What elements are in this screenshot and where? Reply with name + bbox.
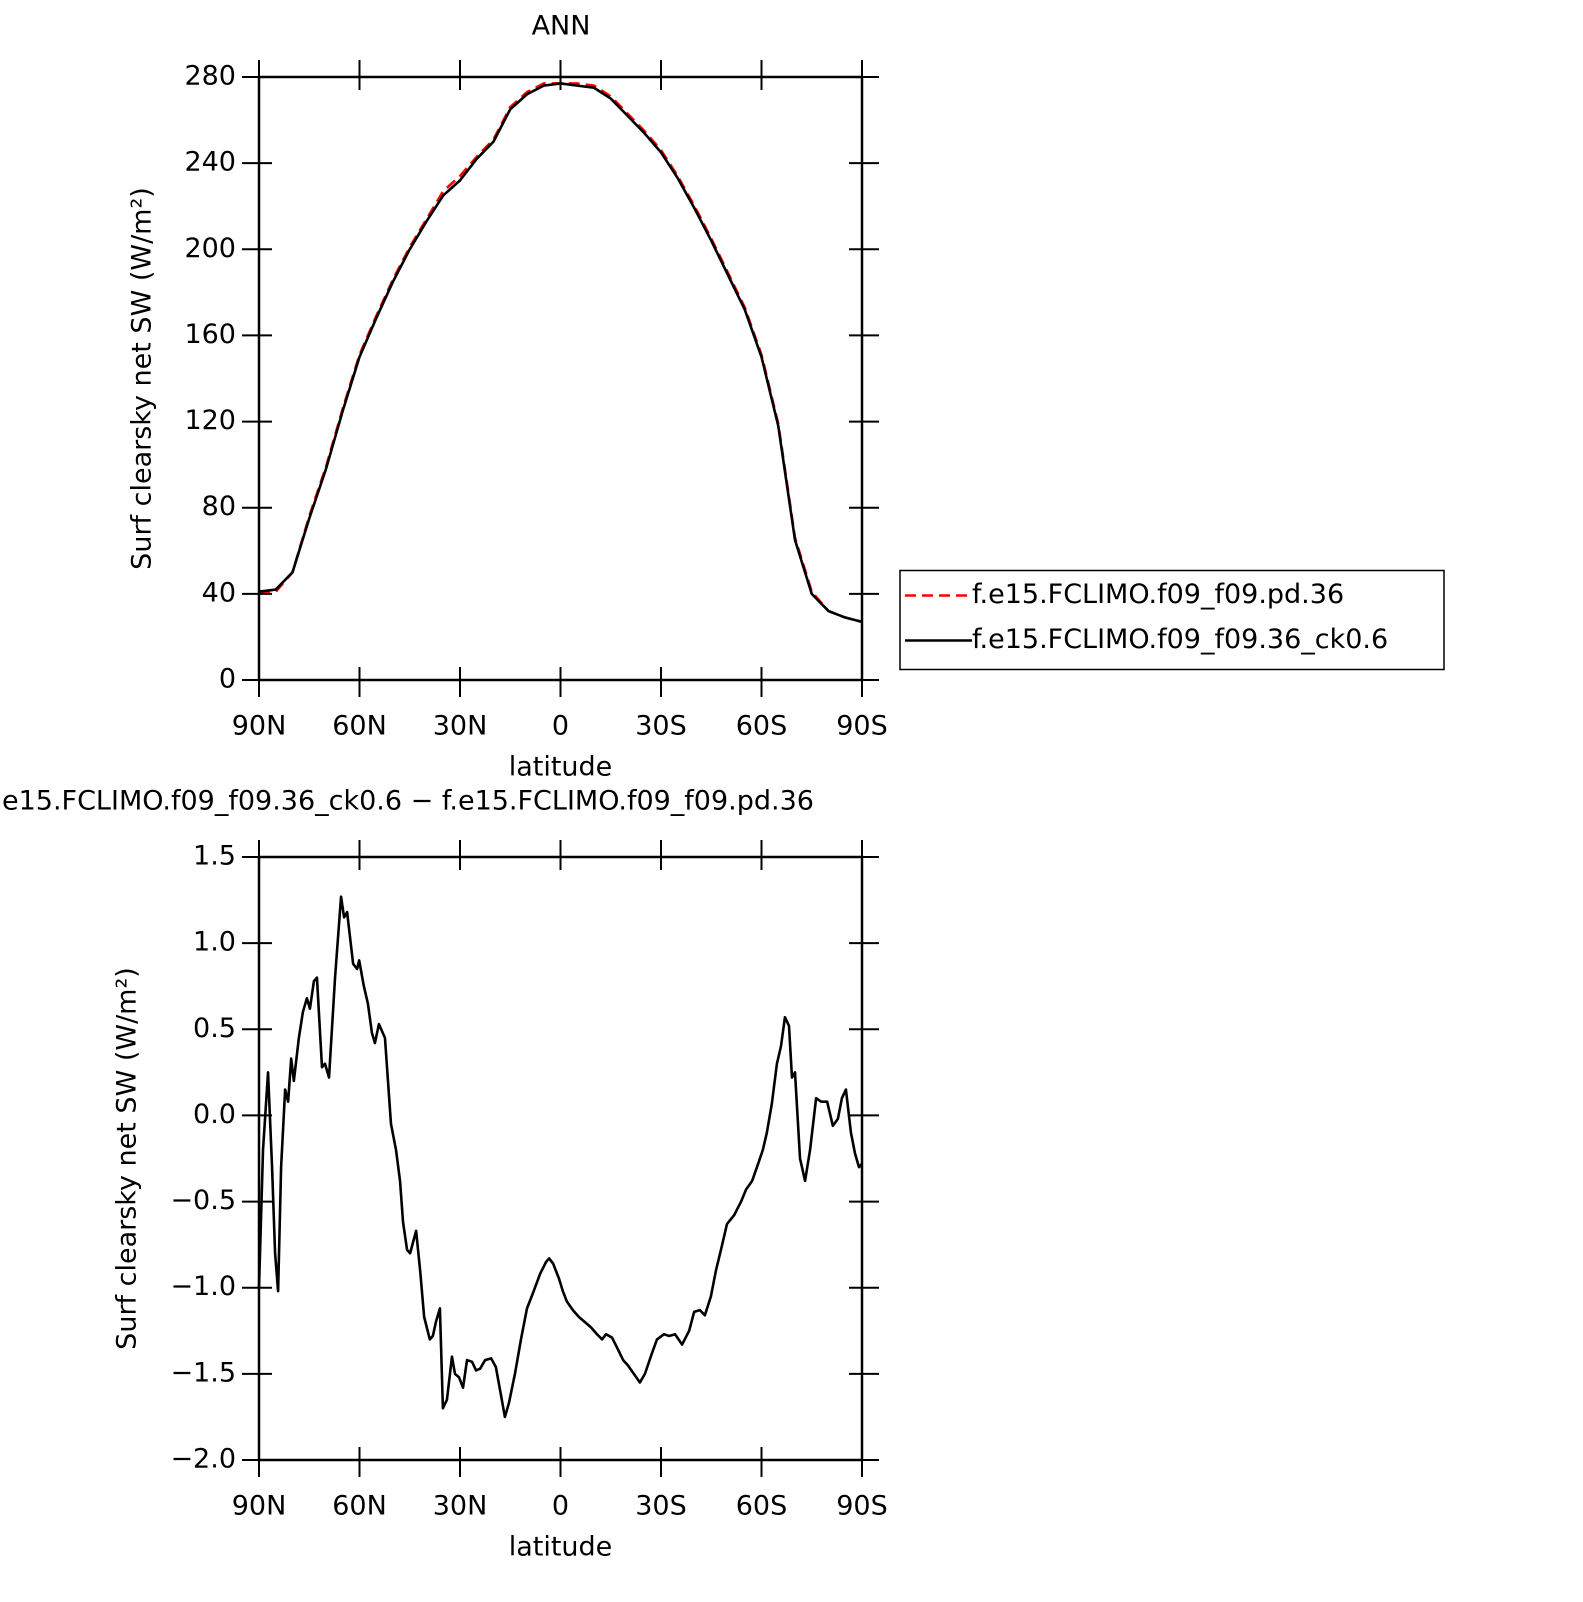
y-tick-label: 80 [202,491,236,522]
y-axis-label: Surf clearsky net SW (W/m²) [127,187,158,570]
y-tick-label: 240 [184,147,236,178]
y-tick-label: −0.5 [170,1185,236,1216]
x-tick-label: 0 [552,1491,569,1522]
x-tick-label: 30N [433,711,488,742]
y-tick-label: 0 [219,664,236,695]
y-tick-label: −1.0 [170,1271,236,1302]
y-tick-label: 40 [202,577,236,608]
x-tick-label: 90N [232,1491,287,1522]
y-tick-label: 0.0 [193,1099,236,1130]
plot-frame [257,75,864,682]
x-tick-label: 90N [232,711,287,742]
y-axis-label: Surf clearsky net SW (W/m²) [112,967,143,1350]
x-tick-label: 90S [836,1491,888,1522]
plot-frame [257,855,864,1462]
data-line [259,82,863,624]
legend-box [899,569,1445,671]
y-tick-label: −1.5 [170,1357,236,1388]
y-tick-label: 1.0 [193,927,236,958]
chart-title: ANN [532,11,591,42]
x-tick-label: 30N [433,1491,488,1522]
data-line [258,82,863,624]
x-axis-label: latitude [509,752,613,783]
x-tick-label: 0 [552,711,569,742]
x-tick-label: 30S [635,1491,687,1522]
y-tick-label: 1.5 [193,841,236,872]
x-axis-label: latitude [509,1532,613,1563]
x-tick-label: 30S [635,711,687,742]
x-tick-label: 60S [736,1491,788,1522]
y-tick-label: 200 [184,233,236,264]
y-tick-label: −2.0 [170,1444,236,1475]
legend-label: f.e15.FCLIMO.f09_f09.36_ck0.6 [972,624,1388,655]
x-tick-label: 60S [736,711,788,742]
chart-title: e15.FCLIMO.f09_f09.36_ck0.6 − f.e15.FCLI… [2,786,814,817]
y-tick-label: 280 [184,61,236,92]
y-tick-label: 160 [184,319,236,350]
y-tick-label: 0.5 [193,1013,236,1044]
x-tick-label: 60N [332,1491,387,1522]
x-tick-label: 60N [332,711,387,742]
x-tick-label: 90S [836,711,888,742]
data-line [257,895,863,1419]
y-tick-label: 120 [184,405,236,436]
legend-label: f.e15.FCLIMO.f09_f09.pd.36 [972,579,1344,610]
